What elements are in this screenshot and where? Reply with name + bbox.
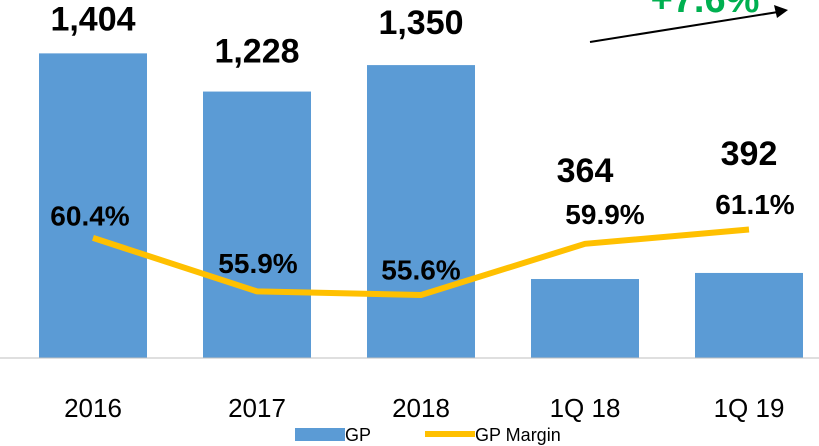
bar-label: 364 xyxy=(557,152,614,190)
legend-swatch xyxy=(295,428,345,441)
bar xyxy=(203,91,311,358)
x-tick-label: 1Q 18 xyxy=(550,393,621,423)
arrow-head xyxy=(774,5,788,18)
bar xyxy=(367,65,475,358)
bar xyxy=(39,53,147,359)
bar xyxy=(695,272,803,358)
line-label: 60.4% xyxy=(50,200,129,231)
line-label: 59.9% xyxy=(565,199,644,230)
bar-label: 1,404 xyxy=(50,0,135,38)
x-tick-label: 2016 xyxy=(64,393,122,423)
bar-label: 1,228 xyxy=(214,33,299,71)
arrow xyxy=(589,11,779,43)
x-tick-label: 1Q 19 xyxy=(714,393,785,423)
x-tick-label: 2017 xyxy=(228,393,286,423)
bar xyxy=(531,279,639,358)
line-label: 55.9% xyxy=(218,248,297,279)
legend-label: GP Margin xyxy=(475,425,561,445)
x-tick-label: 2018 xyxy=(392,393,450,423)
line-label: 61.1% xyxy=(715,189,794,220)
bar-label: 1,350 xyxy=(378,4,463,42)
line-label: 55.6% xyxy=(381,254,460,285)
legend-label: GP xyxy=(345,425,371,445)
bar-label: 392 xyxy=(721,135,778,173)
annotation: +7.6% xyxy=(651,0,760,21)
line xyxy=(92,226,750,298)
